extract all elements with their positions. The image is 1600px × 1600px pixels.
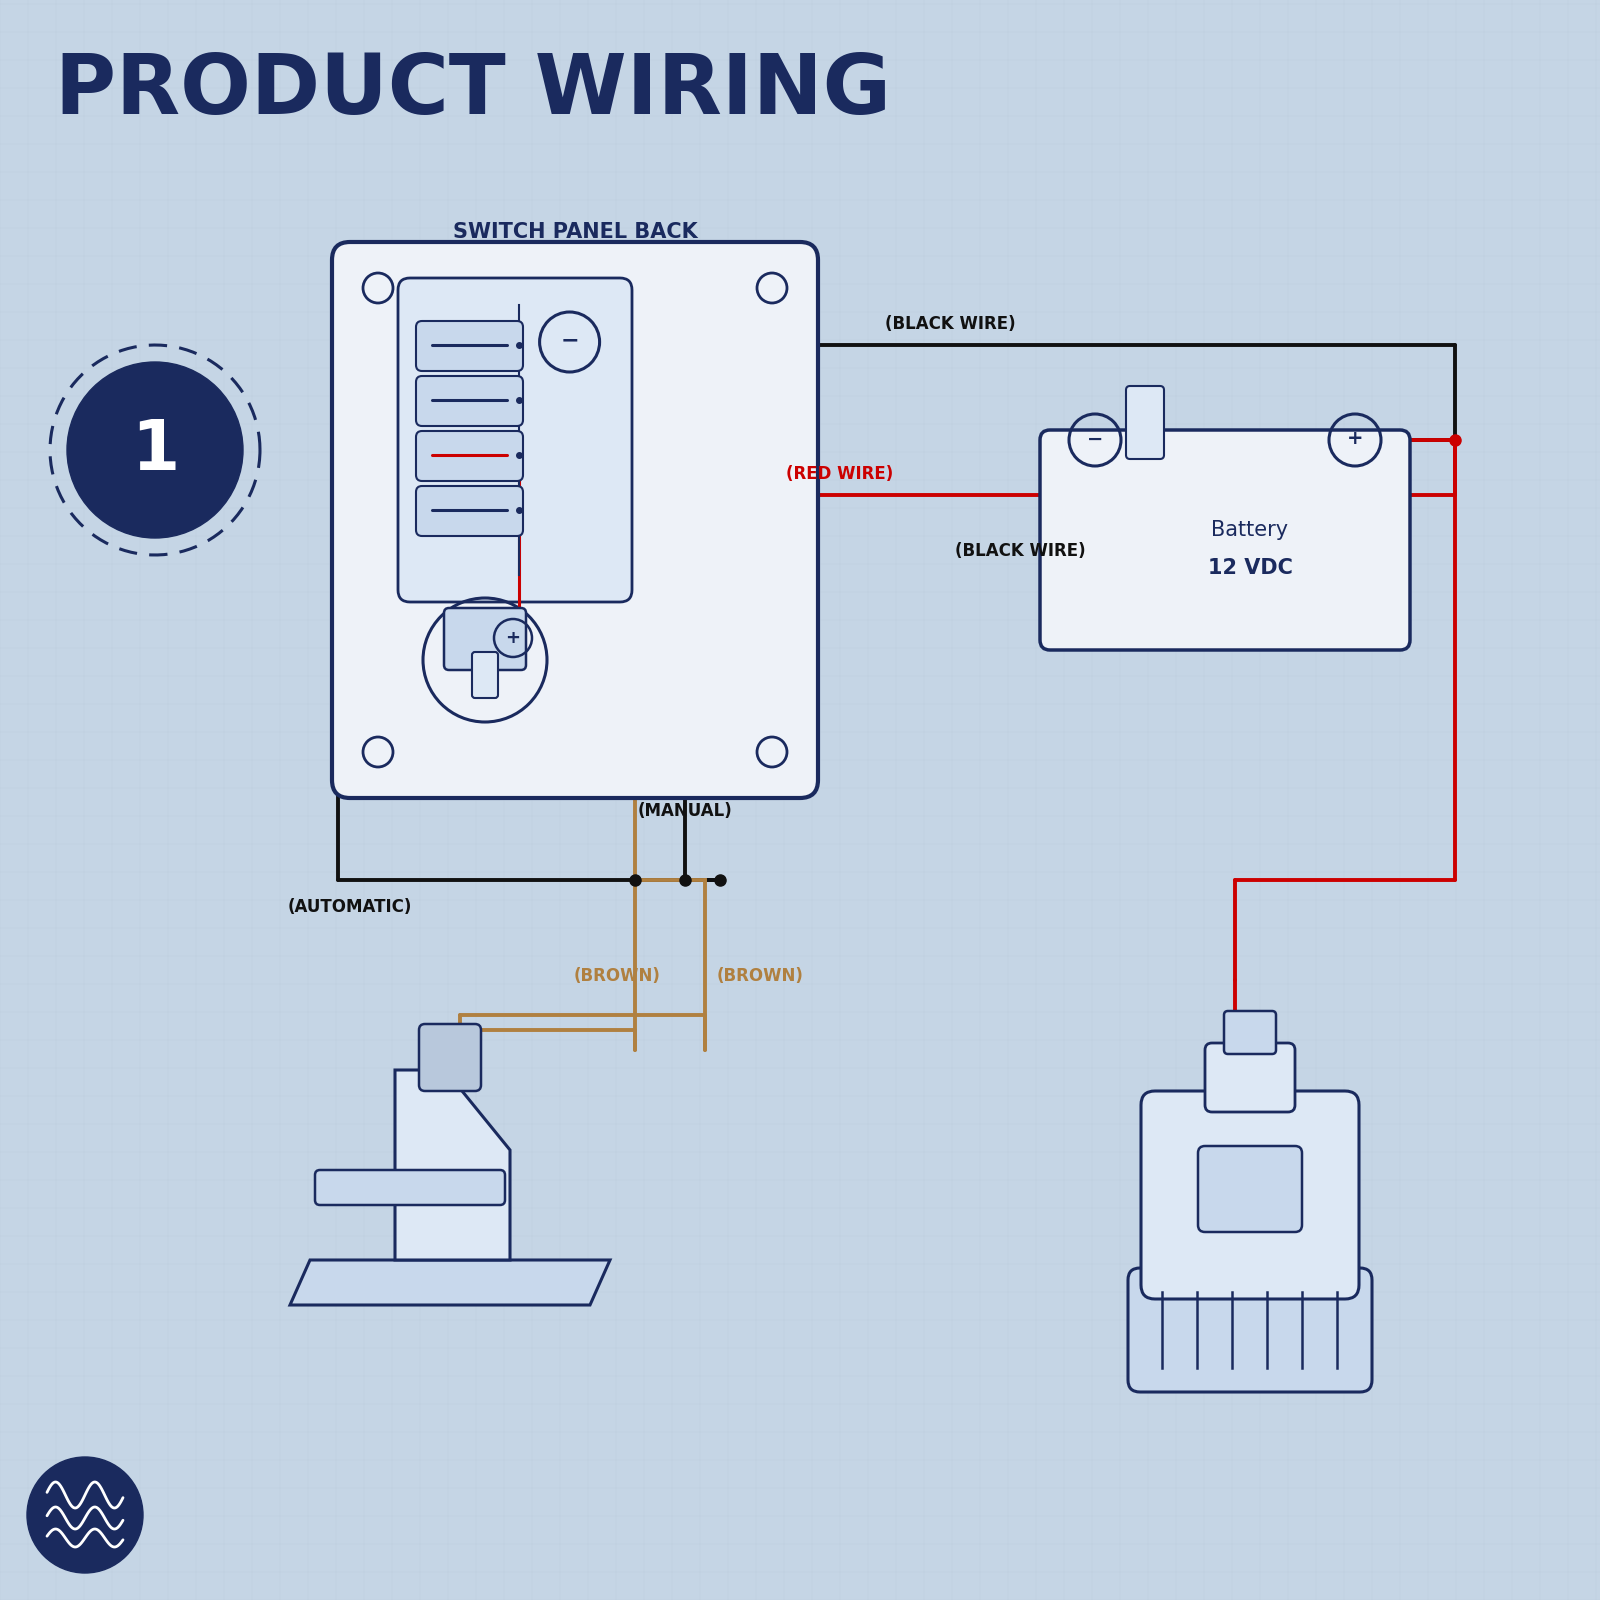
Text: −: − <box>560 330 579 350</box>
Text: (BLACK WIRE): (BLACK WIRE) <box>885 315 1016 333</box>
FancyBboxPatch shape <box>1224 1011 1277 1054</box>
Text: +: + <box>1347 429 1363 448</box>
Text: (BROWN): (BROWN) <box>573 966 661 986</box>
Polygon shape <box>290 1261 610 1306</box>
Text: (AUTOMATIC): (AUTOMATIC) <box>288 898 413 915</box>
FancyBboxPatch shape <box>416 486 523 536</box>
Polygon shape <box>395 1070 510 1261</box>
Text: (RED WIRE): (RED WIRE) <box>786 466 894 483</box>
FancyBboxPatch shape <box>398 278 632 602</box>
FancyBboxPatch shape <box>416 376 523 426</box>
FancyBboxPatch shape <box>1205 1043 1294 1112</box>
Text: −: − <box>1086 429 1102 448</box>
Text: 12 VDC: 12 VDC <box>1208 558 1293 578</box>
FancyBboxPatch shape <box>443 608 526 670</box>
Text: (BLACK WIRE): (BLACK WIRE) <box>955 542 1085 560</box>
Text: PRODUCT WIRING: PRODUCT WIRING <box>54 50 891 131</box>
Text: Battery: Battery <box>1211 520 1288 541</box>
FancyBboxPatch shape <box>333 242 818 798</box>
FancyBboxPatch shape <box>1128 1267 1373 1392</box>
Circle shape <box>67 362 243 538</box>
FancyBboxPatch shape <box>1198 1146 1302 1232</box>
FancyBboxPatch shape <box>416 430 523 482</box>
FancyBboxPatch shape <box>1126 386 1165 459</box>
FancyBboxPatch shape <box>416 322 523 371</box>
Text: (MANUAL): (MANUAL) <box>638 802 733 819</box>
FancyBboxPatch shape <box>419 1024 482 1091</box>
FancyBboxPatch shape <box>472 653 498 698</box>
Text: +: + <box>506 629 520 646</box>
Circle shape <box>27 1458 142 1573</box>
Text: (BROWN): (BROWN) <box>717 966 803 986</box>
Text: SWITCH PANEL BACK: SWITCH PANEL BACK <box>453 222 698 242</box>
FancyBboxPatch shape <box>1040 430 1410 650</box>
FancyBboxPatch shape <box>315 1170 506 1205</box>
Text: 1: 1 <box>131 416 179 483</box>
FancyBboxPatch shape <box>1141 1091 1358 1299</box>
